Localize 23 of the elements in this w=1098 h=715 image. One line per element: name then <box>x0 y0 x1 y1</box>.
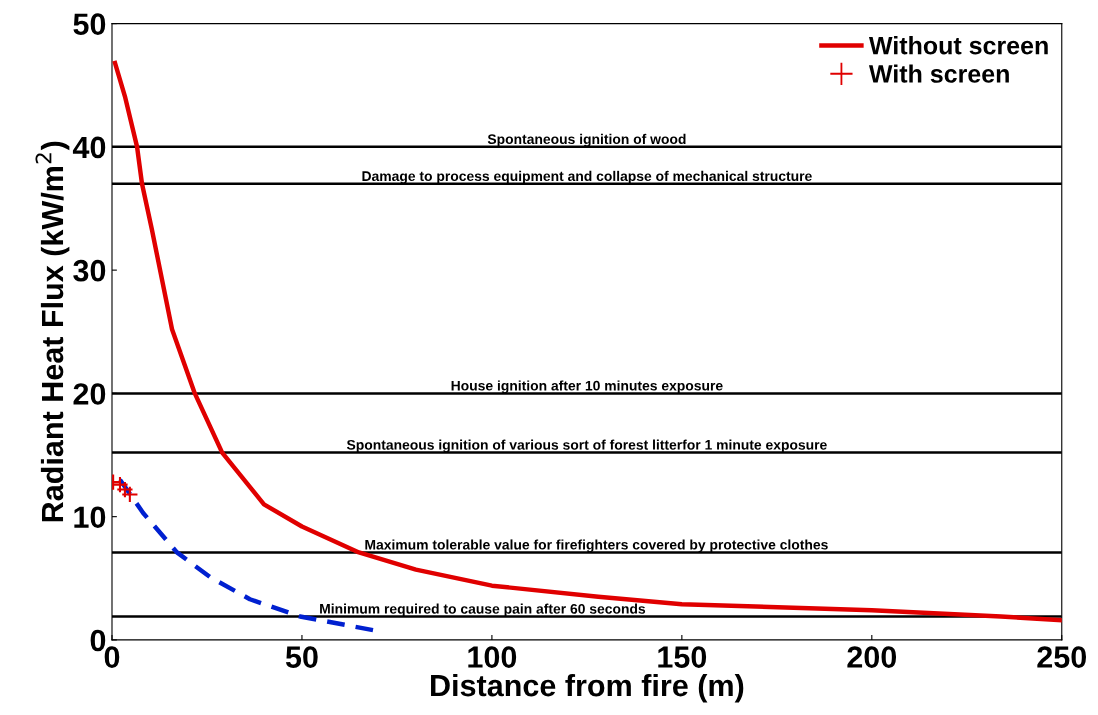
y-tick-label: 10 <box>74 506 106 529</box>
x-tick-label: 50 <box>285 646 318 668</box>
x-tick-label: 0 <box>104 646 120 668</box>
x-tick-label: 100 <box>468 646 517 668</box>
y-tick-label: 50 <box>73 13 106 35</box>
y-tick-label: 30 <box>73 259 106 282</box>
y-tick-label: 40 <box>72 136 106 159</box>
legend-label: Without screen <box>868 36 1048 55</box>
x-tick-label: 200 <box>847 646 897 668</box>
ref-line-label: Minimum required to cause pain after 60 seconds <box>320 603 646 617</box>
y-tick-label: 20 <box>73 383 106 405</box>
y-axis-title: Radiant Heat Flux (kW/m$^{2}$) <box>35 141 70 522</box>
ref-line-label: House ignition after 10 minutes exposure <box>451 380 723 394</box>
ref-line-label: Damage to process equipment and collapse of mechanical structure <box>362 170 812 184</box>
ref-line-label: Spontaneous ignition of various sort of forest litterfor 1 minute exposure <box>346 439 827 453</box>
ref-line-label: Maximum tolerable value for firefighters covered by protective clothes <box>365 539 828 553</box>
y-tick-label: 0 <box>90 629 106 652</box>
x-tick-label: 150 <box>658 646 707 668</box>
x-axis-title: Distance from fire (m) <box>431 673 744 703</box>
x-tick-label: 250 <box>1037 646 1087 668</box>
ref-line-label: Spontaneous ignition of wood <box>487 133 686 147</box>
legend-label: With screen <box>868 64 1009 83</box>
line-series <box>112 60 1062 623</box>
